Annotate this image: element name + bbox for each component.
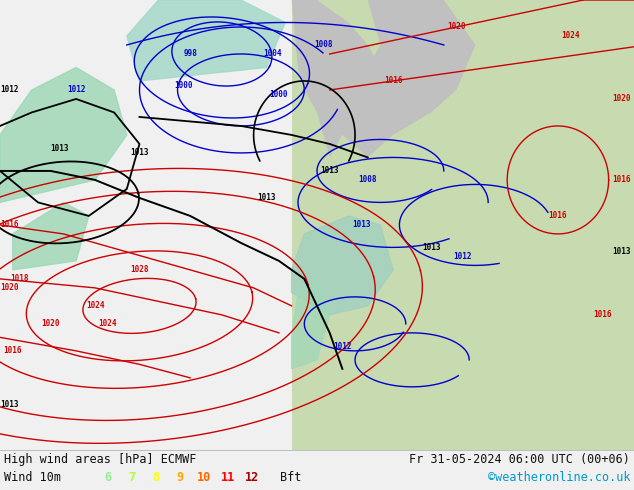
Text: 6: 6 <box>105 471 112 485</box>
Text: 1012: 1012 <box>67 85 86 95</box>
Text: 8: 8 <box>152 471 160 485</box>
Text: 1012: 1012 <box>0 85 18 95</box>
Text: 1013: 1013 <box>320 167 339 175</box>
Polygon shape <box>292 279 330 369</box>
Text: 1016: 1016 <box>384 76 403 85</box>
Text: 1013: 1013 <box>257 194 276 202</box>
Polygon shape <box>292 216 393 315</box>
Text: 10: 10 <box>197 471 211 485</box>
Text: 1004: 1004 <box>263 49 282 58</box>
Text: 1020: 1020 <box>447 23 466 31</box>
Text: 1013: 1013 <box>422 243 441 252</box>
Text: 1016: 1016 <box>3 346 22 355</box>
Text: 1012: 1012 <box>453 252 472 261</box>
Text: 1013: 1013 <box>612 247 631 256</box>
Polygon shape <box>292 0 380 180</box>
Text: 1013: 1013 <box>130 148 149 157</box>
Text: 1020: 1020 <box>612 95 631 103</box>
Text: Wind 10m: Wind 10m <box>4 471 61 485</box>
Text: 12: 12 <box>245 471 259 485</box>
Text: 1012: 1012 <box>333 342 352 351</box>
Text: Bft: Bft <box>280 471 301 485</box>
Text: 1013: 1013 <box>352 220 371 229</box>
Text: 1008: 1008 <box>314 41 333 49</box>
Text: 1018: 1018 <box>10 274 29 283</box>
Text: 1020: 1020 <box>41 319 60 328</box>
Text: 1013: 1013 <box>51 144 69 153</box>
Text: ©weatheronline.co.uk: ©weatheronline.co.uk <box>488 471 630 485</box>
Text: 1024: 1024 <box>561 31 580 41</box>
Polygon shape <box>13 202 89 270</box>
Polygon shape <box>317 0 476 157</box>
Text: High wind areas [hPa] ECMWF: High wind areas [hPa] ECMWF <box>4 453 197 466</box>
Text: 1013: 1013 <box>0 400 18 409</box>
Text: 1000: 1000 <box>174 81 193 90</box>
Text: Fr 31-05-2024 06:00 UTC (00+06): Fr 31-05-2024 06:00 UTC (00+06) <box>409 453 630 466</box>
Text: 1016: 1016 <box>612 175 631 184</box>
Text: 1016: 1016 <box>0 220 18 229</box>
Text: 9: 9 <box>176 471 184 485</box>
Text: 7: 7 <box>129 471 136 485</box>
Text: 1016: 1016 <box>593 310 612 319</box>
Polygon shape <box>0 68 127 202</box>
Text: 1028: 1028 <box>130 266 149 274</box>
Text: 11: 11 <box>221 471 235 485</box>
Text: 1024: 1024 <box>98 319 117 328</box>
Text: 1024: 1024 <box>86 301 105 310</box>
Polygon shape <box>127 0 285 81</box>
Text: 1008: 1008 <box>358 175 377 184</box>
Polygon shape <box>292 0 634 450</box>
Text: 998: 998 <box>183 49 197 58</box>
Text: 1020: 1020 <box>0 283 18 293</box>
Text: 1016: 1016 <box>548 211 567 220</box>
Text: 1000: 1000 <box>269 90 288 99</box>
